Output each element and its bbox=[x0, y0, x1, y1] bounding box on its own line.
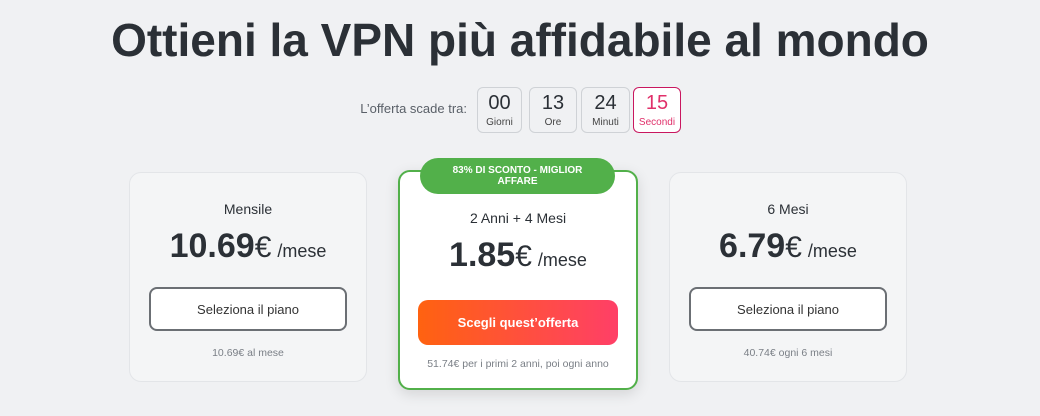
plan-name: Mensile bbox=[223, 201, 273, 217]
price-value: 10.69 bbox=[169, 227, 255, 265]
price-currency: € bbox=[785, 231, 802, 264]
plan-name: 2 Anni + 4 Mesi bbox=[469, 210, 567, 226]
plan-card-2-years: 2 Anni + 4 Mesi 1.85€/mese Scegli quest’… bbox=[398, 170, 638, 390]
countdown-hours: 13 Ore bbox=[529, 87, 577, 133]
select-plan-button[interactable]: Seleziona il piano bbox=[689, 287, 887, 331]
plan-price: 6.79€/mese bbox=[670, 226, 906, 273]
plan-note: 51.74€ per i primi 2 anni, poi ogni anno bbox=[427, 358, 609, 370]
days-value: 00 bbox=[488, 92, 511, 114]
price-period: /mese bbox=[277, 241, 327, 261]
select-plan-button[interactable]: Seleziona il piano bbox=[149, 287, 347, 331]
countdown-days: 00 Giorni bbox=[477, 87, 522, 133]
plan-price: 10.69€/mese bbox=[130, 226, 366, 273]
plan-price: 1.85€/mese bbox=[400, 235, 636, 282]
choose-offer-button[interactable]: Scegli quest’offerta bbox=[418, 300, 618, 345]
plan-card-6-months: 6 Mesi 6.79€/mese Seleziona il piano 40.… bbox=[669, 172, 907, 382]
countdown-minutes: 24 Minuti bbox=[581, 87, 630, 133]
hours-value: 13 bbox=[541, 92, 565, 114]
discount-badge: 83% DI SCONTO - MIGLIOR AFFARE bbox=[420, 158, 615, 194]
plan-note: 10.69€ al mese bbox=[212, 347, 284, 359]
price-period: /mese bbox=[807, 241, 857, 261]
countdown-label: L’offerta scade tra: bbox=[360, 101, 467, 116]
page-title: Ottieni la VPN più affidabile al mondo bbox=[111, 14, 929, 66]
price-currency: € bbox=[254, 231, 272, 264]
seconds-label: Secondi bbox=[638, 117, 676, 128]
price-value: 1.85 bbox=[449, 236, 516, 274]
plan-card-monthly: Mensile 10.69€/mese Seleziona il piano 1… bbox=[129, 172, 367, 382]
minutes-label: Minuti bbox=[592, 117, 619, 128]
price-value: 6.79 bbox=[719, 227, 786, 265]
plan-note: 40.74€ ogni 6 mesi bbox=[743, 347, 833, 359]
plan-name: 6 Mesi bbox=[767, 201, 809, 217]
minutes-value: 24 bbox=[594, 92, 617, 114]
hours-label: Ore bbox=[544, 117, 562, 128]
price-currency: € bbox=[515, 240, 532, 273]
countdown-seconds: 15 Secondi bbox=[633, 87, 681, 133]
seconds-value: 15 bbox=[645, 92, 669, 114]
price-period: /mese bbox=[537, 250, 587, 270]
days-label: Giorni bbox=[486, 117, 513, 128]
